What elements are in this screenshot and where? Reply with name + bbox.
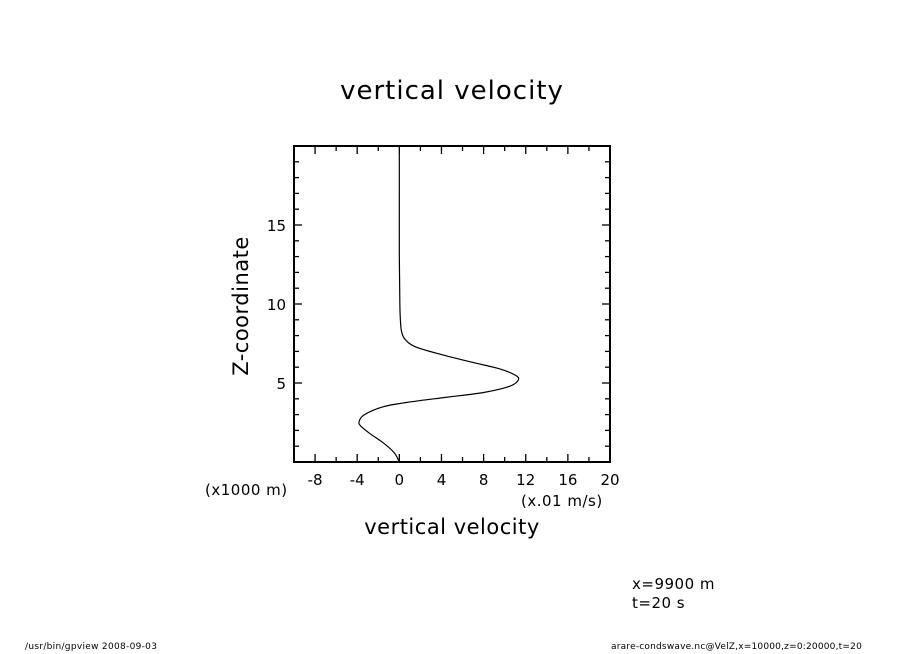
x-tick-label: -4 [350,471,365,489]
chart-title: vertical velocity [340,76,564,106]
x-tick-label: 8 [479,471,489,489]
y-tick-label: 15 [267,217,286,235]
footer-program-date: /usr/bin/gpview 2008-09-03 [25,642,158,652]
x-tick-label: 12 [516,471,535,489]
x-tick-label: -8 [308,471,323,489]
x-position-info: x=9900 m [632,575,715,593]
x-tick-label: 20 [600,471,619,489]
y-axis-tick-labels: 5 10 15 [267,217,286,393]
series-line-vertical-velocity [358,153,520,463]
x-axis-tick-labels: -8 -4 0 4 8 12 16 20 [308,471,620,489]
y-axis-scale-label: (x1000 m) [205,481,288,499]
series-layer [358,153,520,463]
y-tick-label: 5 [276,375,286,393]
y-tick-label: 10 [267,296,286,314]
time-info: t=20 s [632,594,686,612]
x-tick-label: 16 [558,471,577,489]
x-tick-label: 4 [437,471,447,489]
x-tick-label: 0 [395,471,405,489]
plot-frame [293,145,611,463]
x-axis-units-label: (x.01 m/s) [521,492,603,510]
axis-ticks [293,145,611,463]
x-axis-label: vertical velocity [364,515,540,539]
y-axis-label: Z-coordinate [229,236,253,376]
footer-data-source: arare-condswave.nc@VelZ,x=10000,z=0:2000… [611,642,862,652]
